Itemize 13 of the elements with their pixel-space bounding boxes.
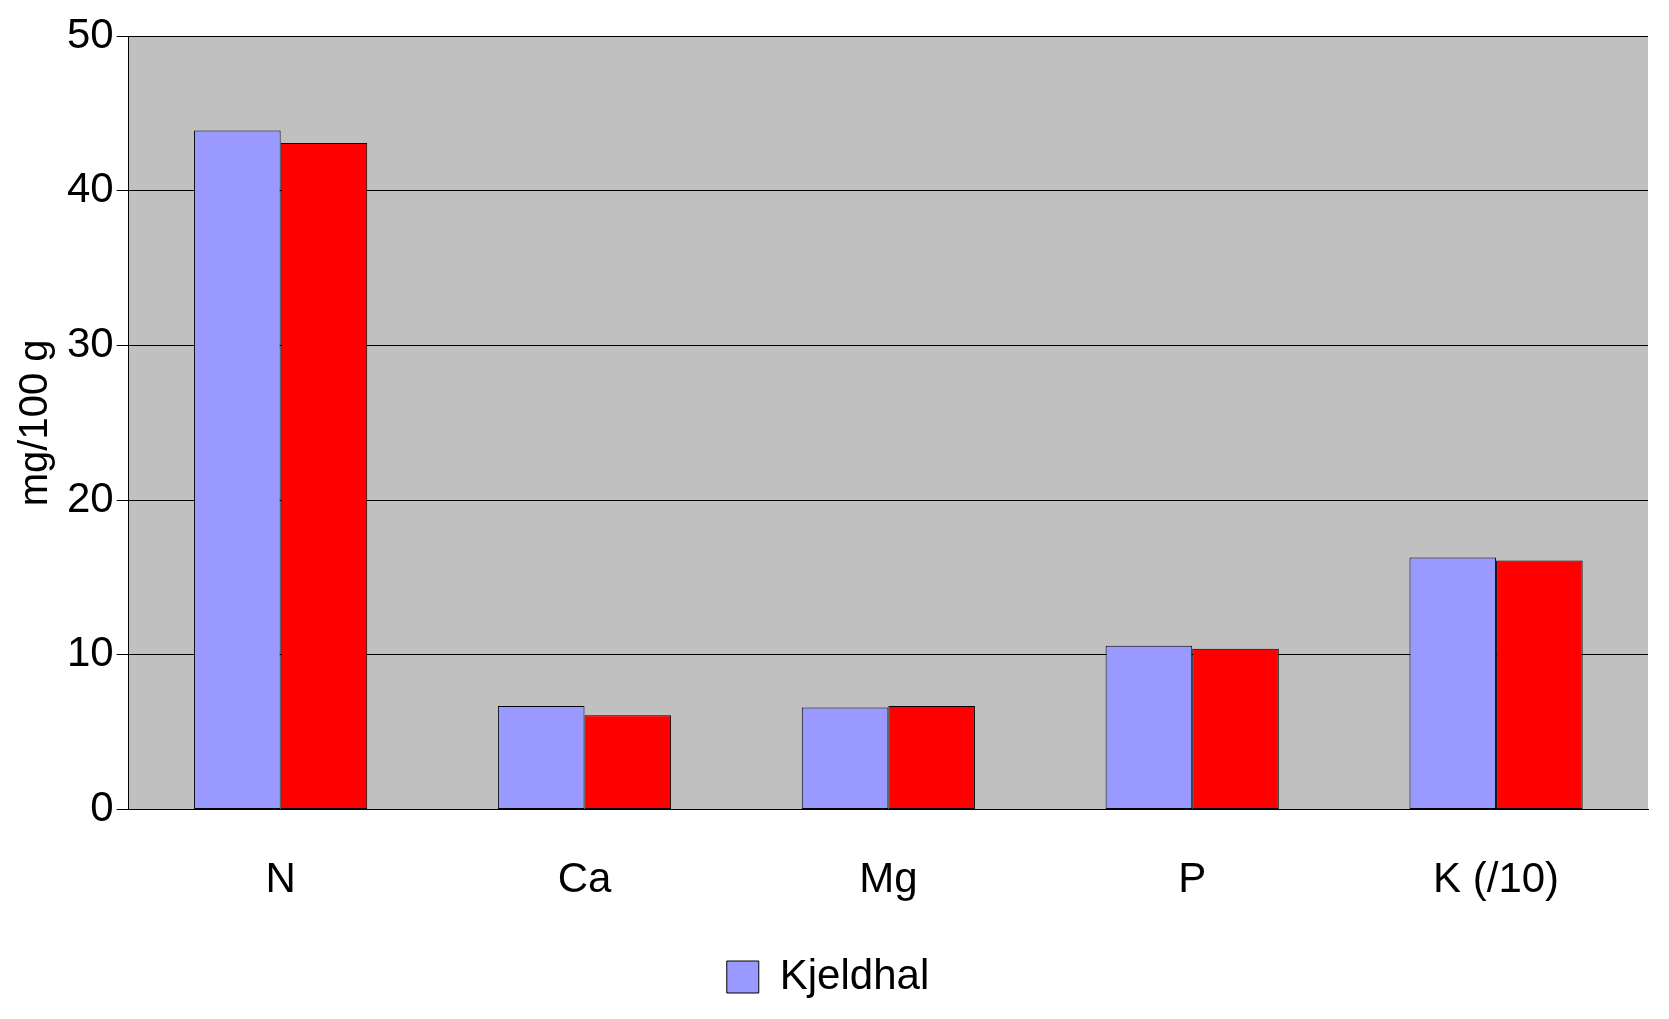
x-tick-label: P [1178,854,1207,902]
legend-label: Kjeldhal [779,950,930,998]
x-tick-label: K (/10) [1433,854,1560,902]
y-tick-label: 0 [90,783,114,831]
y-tick-label: 10 [67,628,114,676]
y-tick-label: 40 [67,164,114,212]
x-tick-label: Ca [557,854,612,902]
y-tick-label: 30 [67,319,114,367]
x-tick-label: N [265,854,296,902]
x-tick-label: Mg [859,854,918,902]
y-axis-title: mg/100 g [11,339,56,507]
y-tick-label: 20 [67,473,114,521]
y-tick-label: 50 [67,9,114,57]
